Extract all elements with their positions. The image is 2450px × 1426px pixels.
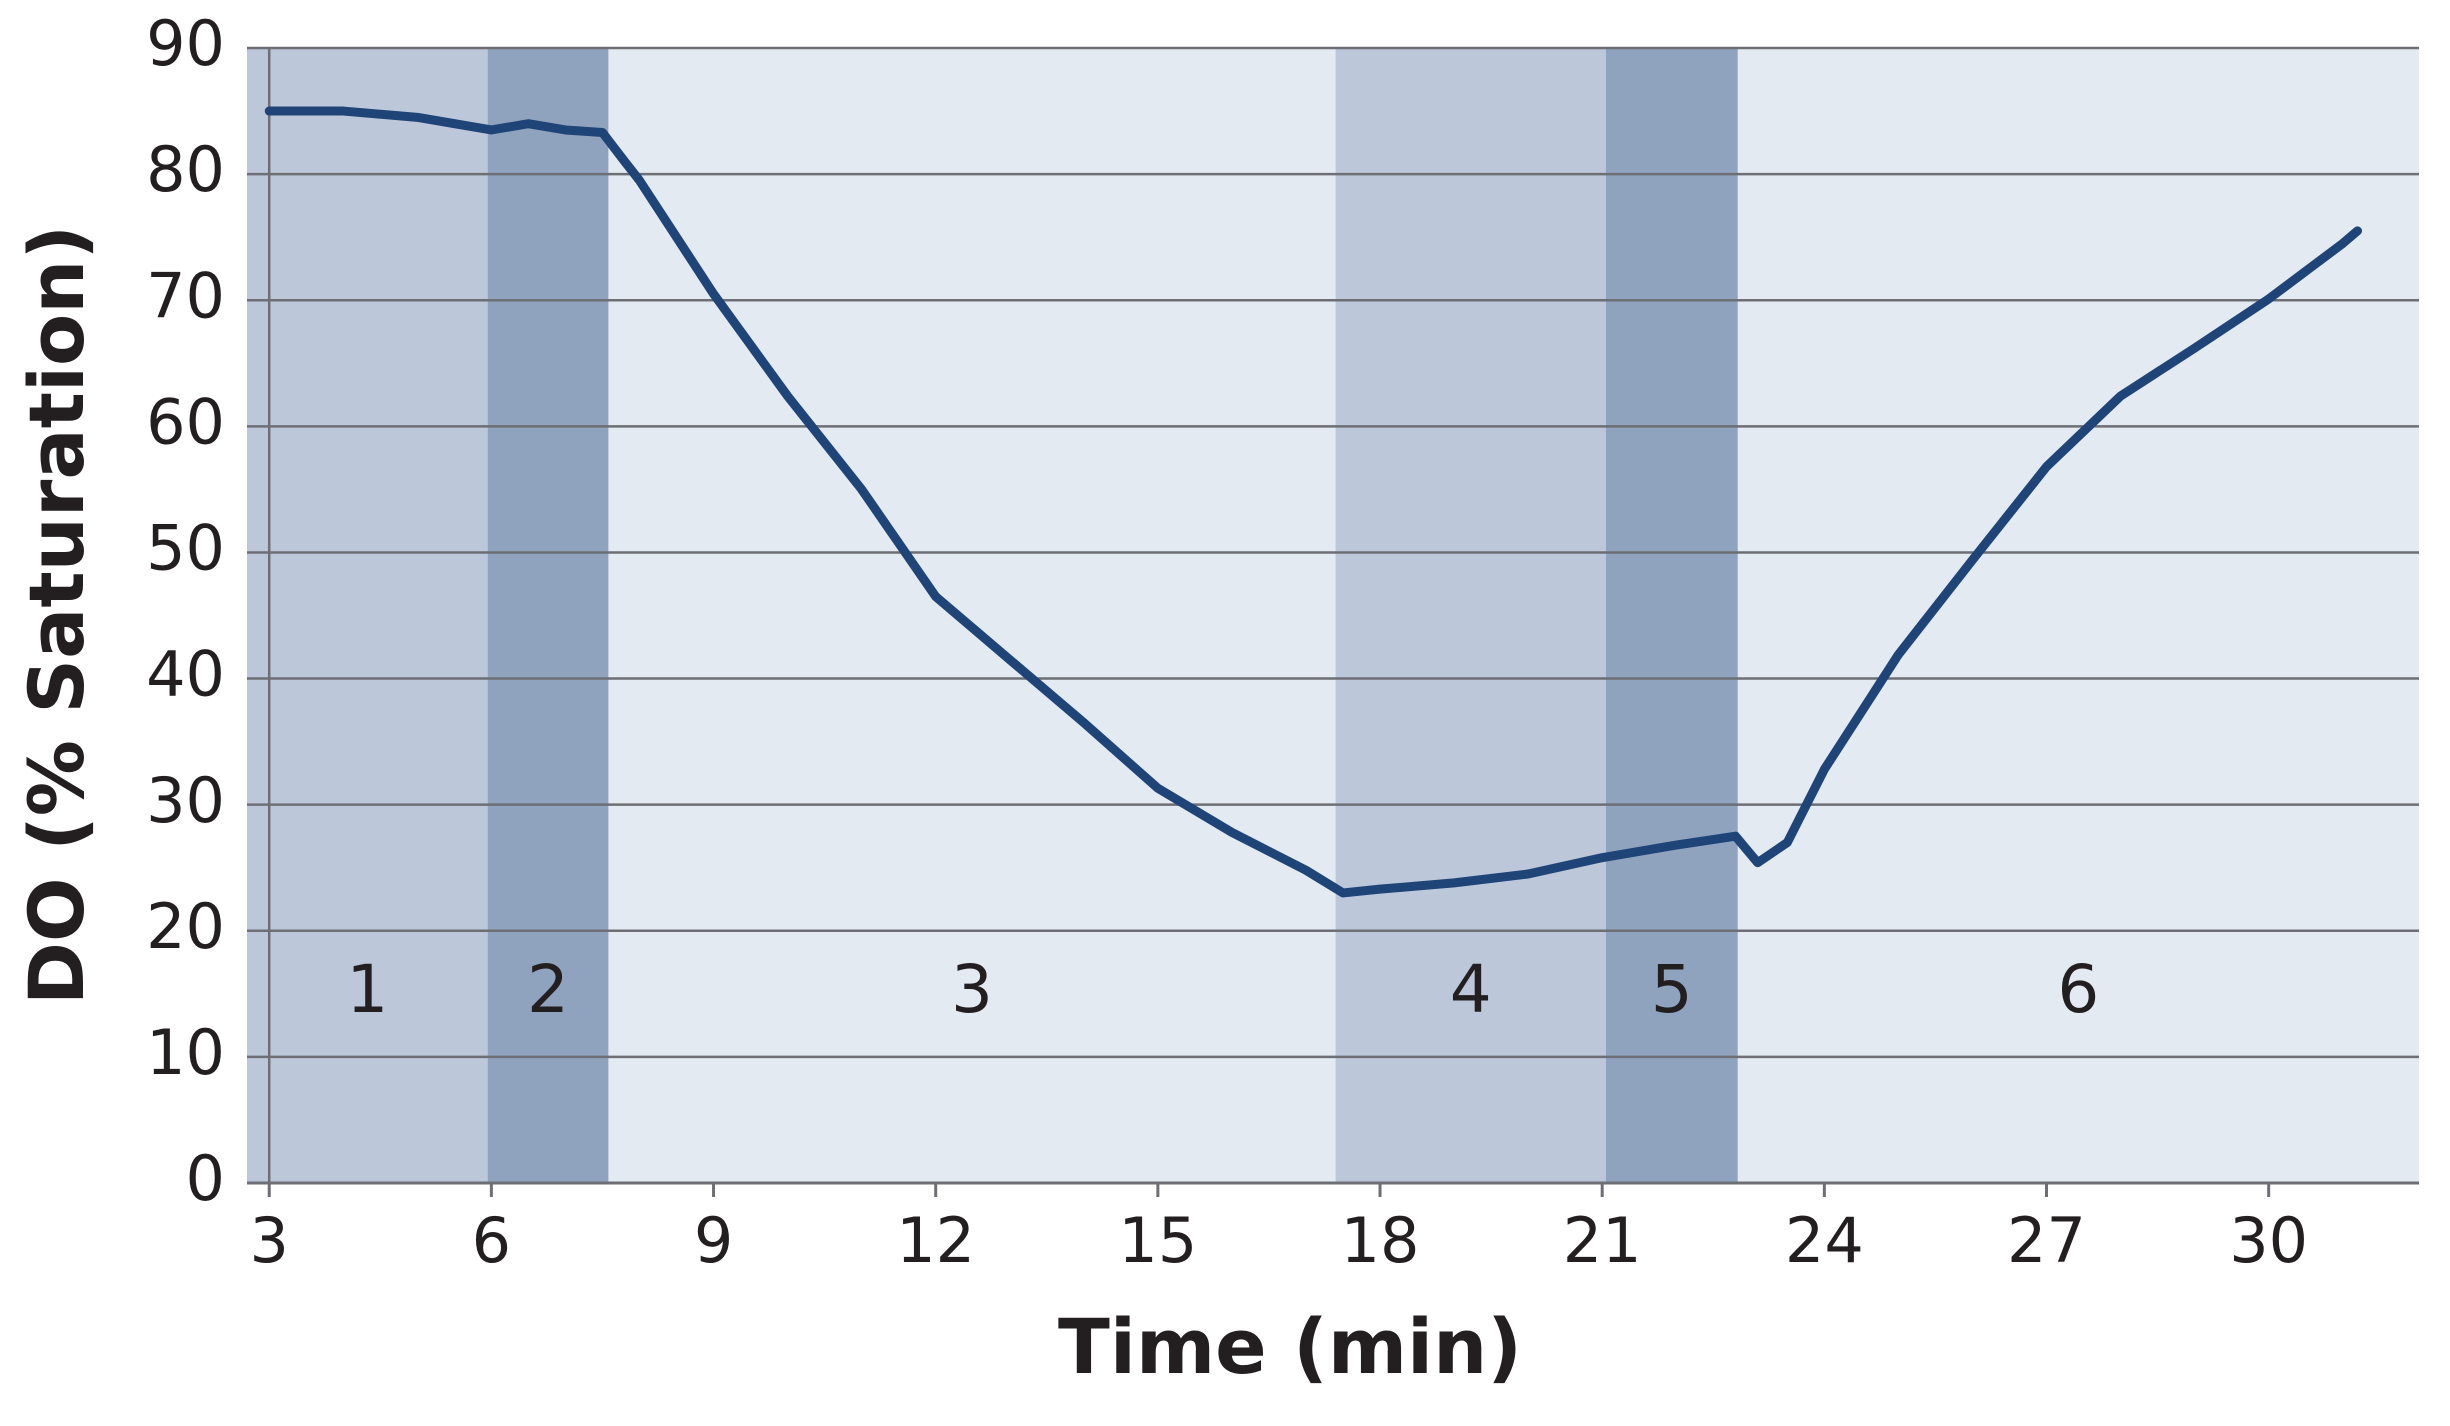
x-tick-label: 12	[896, 1204, 975, 1277]
y-tick-label: 60	[146, 385, 225, 458]
y-tick-label: 20	[146, 890, 225, 963]
region-label: 1	[346, 951, 388, 1028]
region-label: 2	[527, 951, 569, 1028]
region-label: 5	[1651, 951, 1693, 1028]
y-tick-label: 80	[146, 133, 225, 206]
data-line	[264, 106, 2363, 898]
region-label: 3	[951, 951, 993, 1028]
region-band	[1335, 48, 1606, 1183]
x-tick-label: 6	[472, 1204, 511, 1277]
x-axis-title: Time (min)	[1058, 1302, 1522, 1391]
x-tick-label: 3	[249, 1204, 288, 1277]
y-axis-title: DO (% Saturation)	[12, 225, 101, 1005]
plot-background	[247, 48, 2419, 1183]
x-tick-label: 9	[694, 1204, 733, 1277]
x-tick-label: 27	[2007, 1204, 2086, 1277]
x-tick-label: 30	[2229, 1204, 2308, 1277]
region-band	[1605, 48, 1738, 1183]
y-tick-label: 50	[146, 512, 225, 585]
y-tick-label: 40	[146, 638, 225, 711]
y-tick-label: 70	[146, 259, 225, 332]
region-label: 4	[1450, 951, 1492, 1028]
x-tick-label: 24	[1785, 1204, 1864, 1277]
x-tick-label: 21	[1563, 1204, 1642, 1277]
y-tick-label: 90	[146, 7, 225, 80]
region-band	[487, 48, 609, 1183]
y-tick-label: 30	[146, 764, 225, 837]
x-tick-label: 15	[1118, 1204, 1197, 1277]
y-tick-label: 10	[146, 1016, 225, 1089]
region-label: 6	[2057, 951, 2099, 1028]
region-band	[247, 48, 488, 1183]
x-tick-label: 18	[1341, 1204, 1420, 1277]
y-tick-label: 0	[186, 1142, 225, 1215]
